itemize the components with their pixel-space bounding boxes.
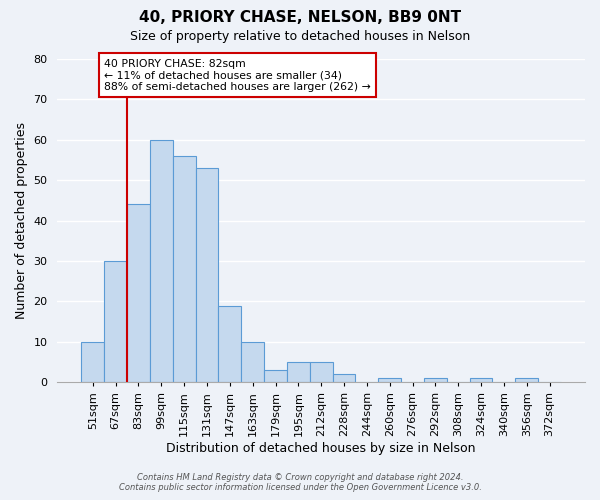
Bar xyxy=(264,370,287,382)
Text: 40, PRIORY CHASE, NELSON, BB9 0NT: 40, PRIORY CHASE, NELSON, BB9 0NT xyxy=(139,10,461,25)
Text: Size of property relative to detached houses in Nelson: Size of property relative to detached ho… xyxy=(130,30,470,43)
Bar xyxy=(104,261,127,382)
Bar xyxy=(515,378,538,382)
Bar xyxy=(173,156,196,382)
Text: 40 PRIORY CHASE: 82sqm
← 11% of detached houses are smaller (34)
88% of semi-det: 40 PRIORY CHASE: 82sqm ← 11% of detached… xyxy=(104,58,371,92)
Bar xyxy=(332,374,355,382)
Bar xyxy=(218,306,241,382)
Bar xyxy=(150,140,173,382)
Bar xyxy=(287,362,310,382)
Bar xyxy=(470,378,493,382)
Bar xyxy=(241,342,264,382)
X-axis label: Distribution of detached houses by size in Nelson: Distribution of detached houses by size … xyxy=(166,442,476,455)
Bar xyxy=(127,204,150,382)
Bar xyxy=(82,342,104,382)
Text: Contains HM Land Registry data © Crown copyright and database right 2024.
Contai: Contains HM Land Registry data © Crown c… xyxy=(119,473,481,492)
Bar xyxy=(196,168,218,382)
Bar xyxy=(310,362,332,382)
Bar xyxy=(379,378,401,382)
Y-axis label: Number of detached properties: Number of detached properties xyxy=(15,122,28,319)
Bar xyxy=(424,378,447,382)
